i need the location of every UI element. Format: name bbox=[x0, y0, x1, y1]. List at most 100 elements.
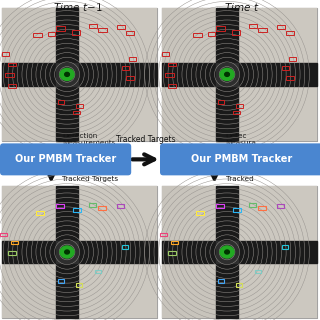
Bar bbox=[78, 263, 157, 318]
Text: Tracked Targets: Tracked Targets bbox=[116, 135, 175, 144]
Ellipse shape bbox=[225, 250, 229, 254]
Bar bbox=[5, 73, 14, 77]
Text: Our PMBM Tracker: Our PMBM Tracker bbox=[191, 154, 292, 164]
Ellipse shape bbox=[220, 246, 234, 258]
Bar bbox=[117, 25, 125, 29]
Bar bbox=[218, 100, 224, 104]
Bar bbox=[168, 84, 176, 88]
Bar bbox=[8, 63, 16, 67]
Bar bbox=[98, 28, 107, 32]
Bar bbox=[11, 241, 19, 244]
Bar bbox=[162, 8, 317, 141]
Bar bbox=[232, 29, 240, 35]
Bar bbox=[196, 211, 204, 215]
Bar bbox=[255, 270, 261, 273]
Ellipse shape bbox=[65, 72, 69, 76]
Bar bbox=[126, 76, 134, 80]
Bar bbox=[171, 241, 179, 244]
Bar bbox=[216, 8, 238, 141]
Bar bbox=[56, 8, 78, 141]
Ellipse shape bbox=[60, 246, 74, 258]
Bar bbox=[56, 241, 78, 263]
Bar bbox=[122, 66, 129, 70]
Bar bbox=[238, 8, 317, 63]
Bar bbox=[76, 104, 83, 108]
Bar bbox=[2, 8, 56, 63]
Bar bbox=[286, 31, 294, 35]
Bar bbox=[33, 33, 42, 37]
Bar bbox=[8, 84, 16, 88]
Bar bbox=[8, 251, 16, 255]
Bar bbox=[218, 279, 224, 283]
Bar bbox=[249, 203, 256, 207]
Text: Our PMBM Tracker: Our PMBM Tracker bbox=[15, 154, 116, 164]
Bar bbox=[258, 28, 267, 32]
Bar bbox=[162, 63, 317, 86]
Bar bbox=[208, 32, 215, 36]
Bar bbox=[36, 211, 44, 215]
Ellipse shape bbox=[220, 68, 234, 80]
Ellipse shape bbox=[60, 68, 74, 80]
Bar bbox=[58, 279, 64, 283]
Bar bbox=[72, 29, 80, 35]
Bar bbox=[162, 86, 216, 141]
Ellipse shape bbox=[225, 72, 229, 76]
Bar bbox=[282, 66, 289, 70]
Bar bbox=[249, 24, 257, 28]
Text: Tracked Targets: Tracked Targets bbox=[62, 176, 118, 182]
Bar bbox=[2, 241, 157, 263]
Bar bbox=[78, 8, 157, 63]
Bar bbox=[89, 203, 96, 207]
Bar bbox=[233, 207, 241, 212]
Bar bbox=[117, 204, 124, 208]
Bar bbox=[2, 8, 157, 141]
Bar bbox=[2, 86, 56, 141]
Bar bbox=[73, 207, 81, 212]
Bar bbox=[98, 205, 106, 210]
FancyBboxPatch shape bbox=[0, 143, 131, 175]
Bar bbox=[56, 26, 65, 31]
Bar bbox=[73, 110, 79, 114]
Bar bbox=[286, 76, 294, 80]
Bar bbox=[233, 110, 240, 114]
Bar bbox=[56, 63, 78, 86]
Bar bbox=[165, 73, 174, 77]
Bar bbox=[168, 251, 176, 255]
Bar bbox=[129, 57, 136, 61]
Bar bbox=[162, 8, 216, 63]
Text: Detec
Measura: Detec Measura bbox=[226, 133, 256, 146]
Text: Time $t\!-\!1$: Time $t\!-\!1$ bbox=[53, 1, 103, 12]
Bar bbox=[89, 24, 97, 28]
FancyBboxPatch shape bbox=[160, 143, 320, 175]
Bar bbox=[282, 245, 288, 249]
Bar bbox=[0, 233, 7, 236]
Bar bbox=[216, 63, 238, 86]
Bar bbox=[162, 241, 317, 263]
Bar bbox=[162, 186, 216, 241]
Bar bbox=[216, 241, 238, 263]
Bar bbox=[95, 270, 101, 273]
Bar bbox=[2, 186, 157, 318]
Bar bbox=[56, 204, 64, 208]
Bar bbox=[78, 86, 157, 141]
Bar bbox=[216, 204, 224, 208]
Bar bbox=[162, 52, 169, 56]
Bar bbox=[122, 245, 128, 249]
Bar bbox=[160, 233, 167, 236]
Text: Detection
Measurements: Detection Measurements bbox=[62, 133, 116, 146]
Bar bbox=[277, 25, 285, 29]
Bar bbox=[216, 186, 238, 318]
Bar bbox=[168, 63, 176, 67]
Bar bbox=[2, 52, 9, 56]
Bar bbox=[238, 263, 317, 318]
Bar bbox=[162, 263, 216, 318]
Text: Tracked: Tracked bbox=[226, 176, 253, 182]
Bar bbox=[289, 57, 296, 61]
Bar bbox=[2, 63, 157, 86]
Bar bbox=[238, 186, 317, 241]
Bar bbox=[216, 26, 225, 31]
Bar bbox=[236, 104, 243, 108]
Ellipse shape bbox=[65, 250, 69, 254]
Bar bbox=[76, 283, 82, 286]
Bar bbox=[236, 283, 242, 286]
